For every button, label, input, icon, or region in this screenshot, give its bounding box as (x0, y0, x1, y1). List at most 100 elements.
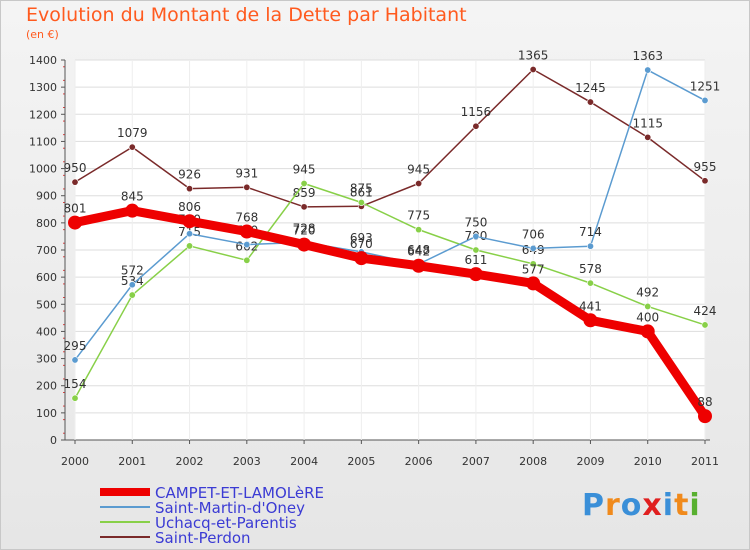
data-label: 693 (350, 231, 373, 245)
data-label: 572 (121, 264, 144, 278)
chart-title: Evolution du Montant de la Dette par Hab… (26, 4, 467, 26)
data-point (71, 394, 79, 402)
data-point (526, 276, 541, 291)
y-tick-label: 1100 (29, 135, 57, 148)
data-point (529, 260, 537, 268)
data-label: 861 (350, 185, 373, 199)
data-label: 1115 (632, 116, 663, 130)
x-tick-label: 2006 (405, 455, 433, 468)
y-tick-label: 1400 (29, 54, 57, 67)
data-point (68, 215, 82, 230)
data-label: 859 (293, 186, 316, 200)
data-label: 955 (694, 160, 717, 174)
x-tick-label: 2011 (691, 455, 719, 468)
series-1: 154534715662945875775700649578492424 (64, 163, 717, 402)
data-point (297, 237, 312, 252)
data-point (415, 226, 423, 234)
data-point (640, 324, 655, 339)
data-label: 845 (121, 190, 144, 204)
x-tick-label: 2005 (347, 455, 375, 468)
y-tick-label: 500 (36, 298, 57, 311)
data-point (186, 230, 194, 238)
data-label: 492 (636, 285, 659, 299)
proxiti-logo: Proxiti (582, 488, 701, 523)
x-tick-label: 2009 (576, 455, 604, 468)
data-label: 775 (407, 209, 430, 223)
data-label: 706 (522, 227, 545, 241)
x-tick-label: 2003 (233, 455, 261, 468)
x-tick-label: 2010 (634, 455, 662, 468)
data-point (415, 180, 423, 188)
x-tick-label: 2004 (290, 455, 318, 468)
x-tick-label: 2001 (118, 455, 146, 468)
data-label: 801 (64, 202, 87, 216)
series-line (74, 182, 706, 399)
data-label: 714 (579, 225, 602, 239)
data-point (586, 242, 594, 250)
data-point (529, 66, 537, 74)
data-point (128, 143, 136, 151)
data-label: 931 (235, 166, 258, 180)
logo-letter: t (674, 488, 690, 523)
data-label: 945 (293, 163, 316, 177)
data-label: 1365 (518, 49, 549, 63)
series-line (70, 206, 710, 421)
y-tick-label: 1000 (29, 163, 57, 176)
y-tick-label: 1200 (29, 108, 57, 121)
chart-subtitle: (en €) (26, 28, 59, 41)
data-point (411, 258, 426, 273)
data-label: 875 (350, 182, 373, 196)
data-point (701, 177, 709, 185)
data-label: 295 (64, 339, 87, 353)
data-label: 648 (407, 243, 430, 257)
data-point (182, 214, 197, 229)
y-tick-label: 1300 (29, 81, 57, 94)
data-point (300, 203, 308, 211)
series-0: 950 1079 926 931 859 861 945 1156 1365 1245 1115 95… (64, 49, 717, 211)
data-point (586, 98, 594, 106)
y-tick-label: 600 (36, 271, 57, 284)
data-point (354, 251, 369, 266)
data-point (243, 183, 251, 191)
data-point (468, 267, 483, 282)
data-point (529, 244, 537, 252)
logo-letter: o (620, 488, 643, 523)
series-line (74, 68, 706, 208)
data-label: 926 (178, 168, 201, 182)
data-point (186, 185, 194, 193)
data-point (128, 281, 136, 289)
data-point (300, 180, 308, 188)
data-point (701, 321, 709, 329)
data-label: 642 (407, 245, 430, 259)
data-point (586, 279, 594, 287)
x-tick-label: 2000 (61, 455, 89, 468)
data-label: 1363 (632, 49, 663, 63)
data-point (472, 232, 480, 240)
data-label: 728 (293, 221, 316, 235)
data-label: 806 (178, 200, 201, 214)
x-tick-label: 2002 (176, 455, 204, 468)
data-label: 534 (121, 274, 144, 288)
series-3: 801 845 806 768 720 670 642 611 577 441 400 88 (64, 190, 713, 424)
data-label: 424 (694, 304, 717, 318)
data-label: 611 (464, 253, 487, 267)
data-point (644, 66, 652, 74)
data-label: 950 (64, 161, 87, 175)
y-tick-label: 700 (36, 244, 57, 257)
data-label: 578 (579, 262, 602, 276)
data-point (71, 178, 79, 186)
data-label: 768 (235, 211, 258, 225)
data-point (239, 224, 254, 239)
logo-letter: x (642, 488, 663, 523)
data-point (243, 256, 251, 264)
data-point (243, 241, 251, 249)
data-point (644, 133, 652, 141)
data-label: 945 (407, 163, 430, 177)
data-point (357, 199, 365, 207)
data-label: 577 (522, 262, 545, 276)
y-tick-label: 0 (50, 434, 57, 447)
y-tick-label: 400 (36, 325, 57, 338)
logo-letter: i (662, 488, 675, 523)
data-point (701, 96, 709, 104)
